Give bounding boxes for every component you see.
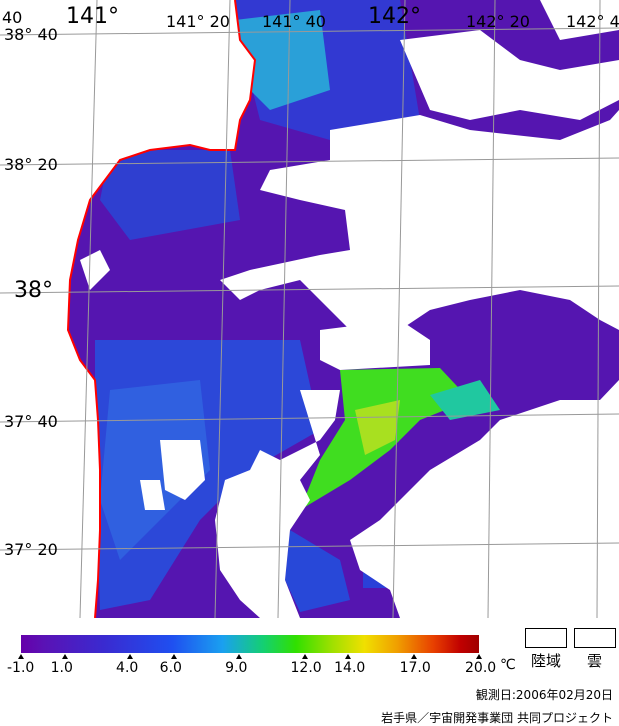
lon-label-141-40: 141° 40	[262, 12, 326, 31]
sea-north-blue	[100, 150, 240, 240]
warm-current-yellow	[355, 400, 400, 455]
scale-tick-mark	[127, 654, 134, 659]
cloud-legend-label: 雲	[587, 652, 603, 670]
land-area	[0, 0, 255, 618]
lat-label-37-40: 37° 40	[4, 412, 58, 431]
lon-label-142-40: 142° 4	[566, 12, 619, 31]
scale-tick-label: 6.0	[159, 660, 182, 676]
lon-label-corner: 40	[2, 8, 23, 27]
scale-tick-label: 14.0	[334, 660, 366, 676]
graticule	[0, 0, 619, 618]
lon-label-141: 141°	[66, 4, 119, 29]
cloud-areas	[80, 0, 619, 618]
scale-tick-mark	[236, 654, 243, 659]
lon-label-142: 142°	[368, 4, 421, 29]
scale-tick-mark	[18, 654, 24, 659]
lat-label-38: 38°	[14, 278, 53, 303]
warm-current-cyan	[430, 380, 500, 420]
credit-line: 岩手県／宇宙開発事業団 共同プロジェクト	[381, 711, 613, 725]
lon-label-142-20: 142° 20	[466, 12, 530, 31]
scale-tick-mark	[170, 654, 177, 659]
scale-tick-label: 20.0	[465, 660, 497, 676]
lat-label-38-20: 38° 20	[4, 155, 58, 174]
coastline	[66, 0, 257, 618]
scale-tick-label: 12.0	[290, 660, 322, 676]
sea-surface-temperature-map	[0, 0, 619, 618]
sea-cyan-patch	[235, 10, 330, 110]
temperature-unit: ℃	[500, 657, 516, 673]
scale-tick-label: -1.0	[7, 660, 35, 676]
observation-date: 観測日:2006年02月20日	[475, 688, 613, 702]
lat-label-38-40: 38° 40	[4, 25, 58, 44]
lon-label-141-20: 141° 20	[166, 12, 230, 31]
cloud-legend-swatch	[574, 628, 616, 648]
land-legend-label: 陸域	[531, 652, 562, 670]
scale-tick-label: 1.0	[50, 660, 73, 676]
sea-patch-south	[285, 530, 350, 612]
scale-tick-mark	[410, 654, 417, 659]
land-legend-swatch	[525, 628, 567, 648]
scale-tick-label: 17.0	[399, 660, 431, 676]
scale-tick-mark	[301, 654, 308, 659]
temperature-color-scale	[21, 635, 479, 653]
sea-blue-south	[100, 380, 210, 560]
scale-tick-mark	[345, 654, 352, 659]
scale-tick-mark	[61, 654, 68, 659]
scale-tick-label: 9.0	[225, 660, 248, 676]
scale-tick-mark	[476, 654, 482, 659]
lat-label-37-20: 37° 20	[4, 540, 58, 559]
scale-tick-label: 4.0	[116, 660, 139, 676]
